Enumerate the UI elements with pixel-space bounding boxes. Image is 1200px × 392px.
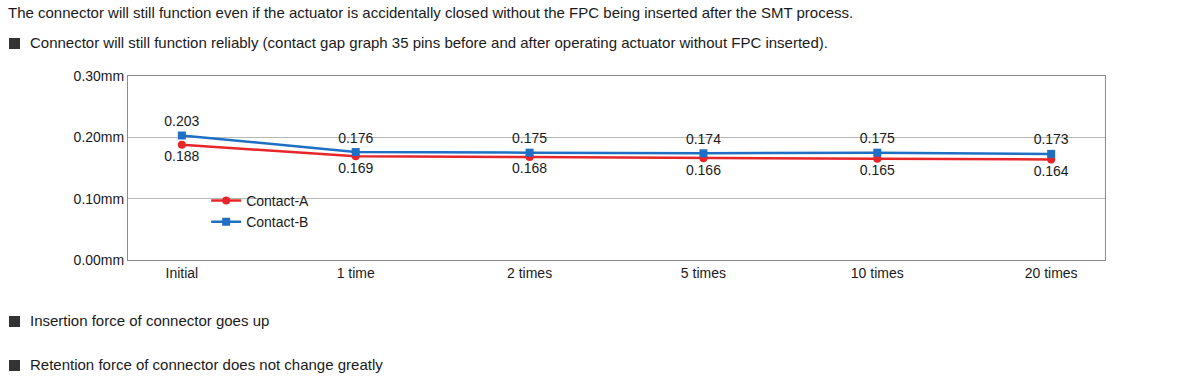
svg-text:Contact-A: Contact-A — [246, 193, 309, 209]
svg-text:0.165: 0.165 — [860, 162, 895, 178]
html-text:Connector will still function: Connector will still function reliably (… — [30, 34, 828, 51]
svg-text:0.174: 0.174 — [686, 131, 721, 147]
svg-text:0.175: 0.175 — [860, 130, 895, 146]
svg-text:0.20mm: 0.20mm — [74, 129, 125, 145]
svg-text:0.10mm: 0.10mm — [74, 191, 125, 207]
svg-text:0.175: 0.175 — [512, 130, 547, 146]
svg-text:5 times: 5 times — [681, 265, 726, 281]
svg-text:0.173: 0.173 — [1034, 131, 1069, 147]
svg-text:1 time: 1 time — [337, 265, 375, 281]
svg-text:0.166: 0.166 — [686, 162, 721, 178]
svg-text:0.203: 0.203 — [164, 113, 199, 129]
svg-text:Contact-B: Contact-B — [246, 214, 308, 230]
svg-text:0.168: 0.168 — [512, 160, 547, 176]
svg-text:2 times: 2 times — [507, 265, 552, 281]
svg-text:0.188: 0.188 — [164, 148, 199, 164]
svg-text:0.169: 0.169 — [338, 160, 373, 176]
svg-text:Initial: Initial — [166, 265, 199, 281]
svg-text:20 times: 20 times — [1025, 265, 1078, 281]
html-text:The connector will still funct: The connector will still function even i… — [8, 4, 854, 21]
html-text:Retention force of connector d: Retention force of connector does not ch… — [30, 356, 383, 373]
svg-text:0.176: 0.176 — [338, 130, 373, 146]
svg-text:0.30mm: 0.30mm — [74, 68, 125, 84]
html-text:Insertion force of connector g: Insertion force of connector goes up — [30, 312, 270, 329]
svg-text:10 times: 10 times — [851, 265, 904, 281]
svg-text:0.164: 0.164 — [1034, 163, 1069, 179]
svg-text:0.00mm: 0.00mm — [74, 252, 125, 268]
